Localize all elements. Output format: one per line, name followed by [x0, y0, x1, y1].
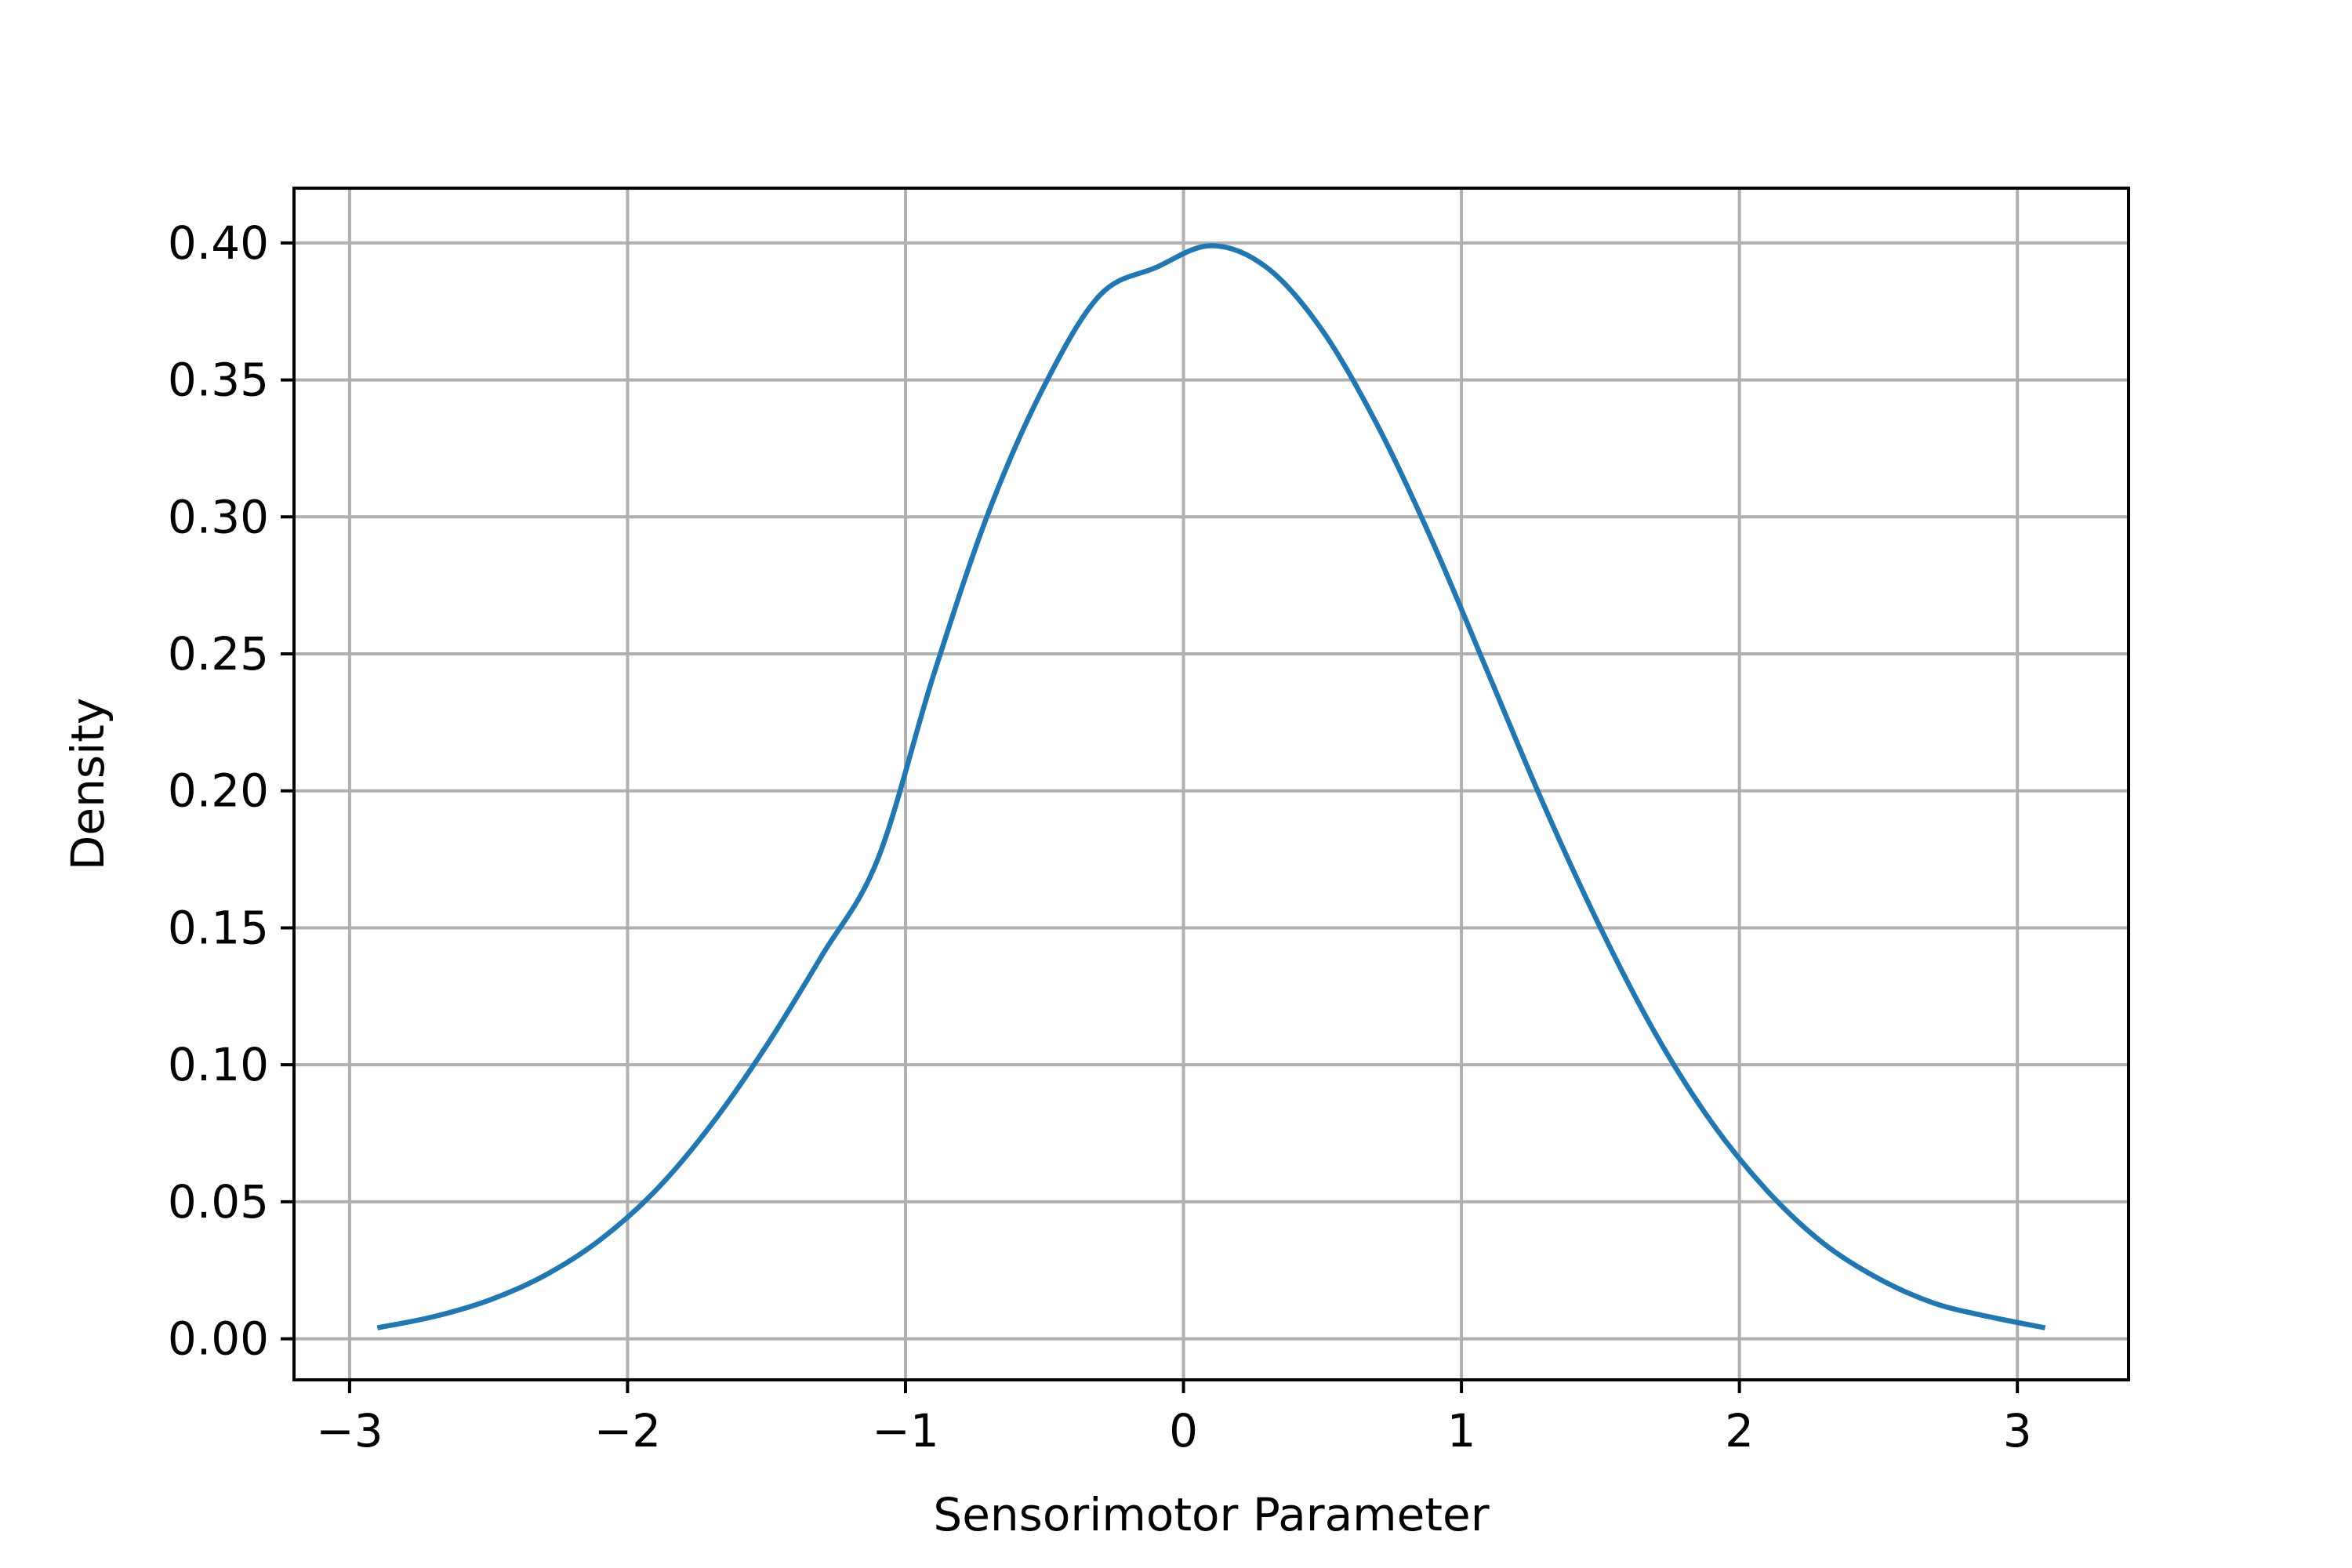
- x-axis-ticks: −3 −2 −1 0 1 2 3: [316, 1380, 2032, 1457]
- y-tick-label: 0.05: [168, 1175, 269, 1229]
- density-curve: [376, 243, 2046, 1330]
- x-tick-label: 3: [2003, 1404, 2032, 1457]
- y-tick-label: 0.25: [168, 627, 269, 681]
- x-tick-label: 1: [1447, 1404, 1476, 1457]
- series-layer: [376, 243, 2046, 1330]
- y-tick-label: 0.20: [168, 764, 269, 818]
- x-tick-label: 0: [1169, 1404, 1198, 1457]
- x-axis-label: Sensorimotor Parameter: [933, 1488, 1489, 1541]
- y-axis-label: Density: [61, 698, 114, 871]
- x-tick-label: −1: [872, 1404, 939, 1457]
- y-tick-label: 0.10: [168, 1038, 269, 1091]
- y-tick-label: 0.00: [168, 1312, 269, 1366]
- x-tick-label: −2: [594, 1404, 662, 1457]
- x-tick-label: 2: [1725, 1404, 1754, 1457]
- y-tick-label: 0.15: [168, 901, 269, 954]
- y-tick-label: 0.35: [168, 354, 269, 407]
- plot-background: [294, 188, 2129, 1380]
- y-axis-ticks: 0.00 0.05 0.10 0.15 0.20 0.25 0.30 0.35 0.40: [168, 216, 294, 1366]
- y-tick-label: 0.40: [168, 216, 269, 270]
- grid: [294, 188, 2129, 1380]
- y-tick-label: 0.30: [168, 490, 269, 543]
- plot-frame: [292, 187, 2130, 1381]
- x-tick-label: −3: [316, 1404, 383, 1457]
